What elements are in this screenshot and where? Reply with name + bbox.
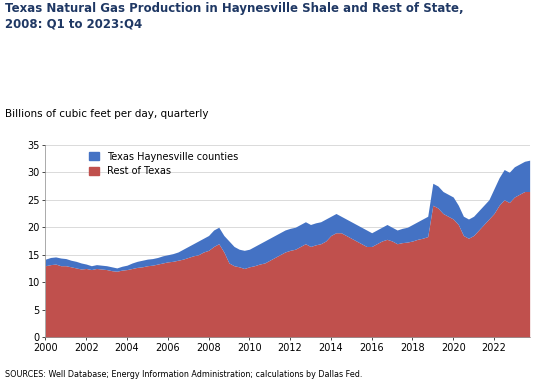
Text: Billions of cubic feet per day, quarterly: Billions of cubic feet per day, quarterl…: [5, 109, 209, 118]
Text: SOURCES: Well Database; Energy Information Administration; calculations by Dalla: SOURCES: Well Database; Energy Informati…: [5, 370, 363, 379]
Text: Texas Natural Gas Production in Haynesville Shale and Rest of State,
2008: Q1 to: Texas Natural Gas Production in Haynesvi…: [5, 2, 464, 30]
Legend: Texas Haynesville counties, Rest of Texas: Texas Haynesville counties, Rest of Texa…: [89, 152, 238, 176]
